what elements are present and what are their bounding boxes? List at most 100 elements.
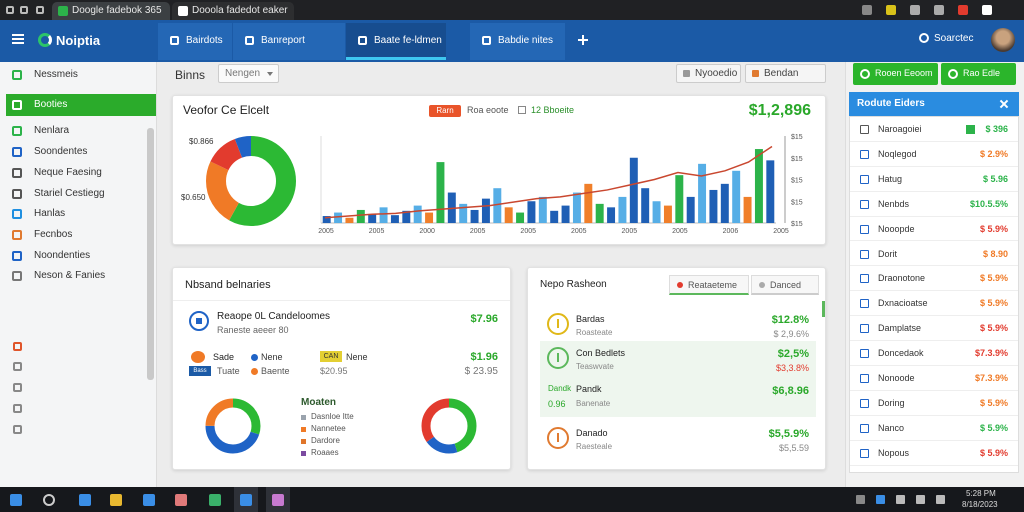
nav-icon (12, 168, 22, 178)
nav-tab[interactable]: Baate fe-ldmen (346, 23, 446, 60)
dropdown[interactable]: Nengen (218, 64, 279, 83)
nav-icon (12, 70, 22, 80)
x-tick-label: 2005 (571, 228, 587, 235)
nav-icon[interactable] (13, 404, 22, 413)
add-tab[interactable] (582, 35, 584, 45)
toolbar-icon[interactable] (958, 5, 968, 15)
donut-segment (205, 398, 261, 454)
taskbar-icon[interactable] (209, 494, 221, 506)
browser-tab[interactable]: Dooola fadedot eaker (172, 2, 294, 20)
taskbar-icon[interactable] (79, 494, 91, 506)
row-tag: Dandk (548, 384, 572, 393)
button[interactable]: Rooen Eeoom (853, 63, 938, 85)
taskbar-icon[interactable] (43, 494, 55, 506)
nav-item[interactable]: Neque Faesing (0, 162, 146, 184)
row-value: $ 5.9% (979, 223, 1008, 234)
nav-item[interactable]: Hanlas (0, 203, 146, 225)
nav-icon[interactable] (36, 6, 44, 14)
tray-icon[interactable] (916, 495, 925, 504)
button[interactable]: Reataeteme (669, 275, 749, 295)
donut-segment (421, 398, 477, 454)
tray-icon[interactable] (936, 495, 945, 504)
list-row[interactable]: Damplatse $ 5.9% (850, 316, 1018, 342)
search-icon[interactable] (919, 33, 929, 43)
list-row[interactable]: Doncedaok $7.3.9% (850, 341, 1018, 366)
toolbar-icon[interactable] (886, 5, 896, 15)
x-tick-label: 2005 (773, 228, 789, 235)
avatar[interactable] (991, 28, 1015, 52)
list-row[interactable]: Nenbds $10.5.5% (850, 192, 1018, 217)
taskbar-icon[interactable] (110, 494, 122, 506)
list-row[interactable]: Dxnacioatse $ 5.9% (850, 291, 1018, 317)
nav-item[interactable]: Noondenties (0, 245, 146, 267)
nav-item[interactable]: Nenlara (0, 120, 146, 142)
list-row[interactable]: Hatug $ 5.96 (850, 167, 1018, 192)
nav-item[interactable]: Soondentes (0, 141, 146, 163)
panel-title: Rodute Eiders (857, 98, 925, 109)
bar (607, 207, 616, 223)
row-value: $12.8% (771, 314, 809, 326)
nav-tab[interactable]: Bairdots (158, 23, 232, 60)
bar (425, 212, 434, 223)
nav-item[interactable]: Booties (6, 94, 156, 116)
button[interactable]: Nyooedio (676, 64, 741, 83)
taskbar-icon[interactable] (240, 494, 252, 506)
side-panel: Rooen Eeoom Rao Edle Rodute Eiders Naroagoi… (845, 62, 1024, 487)
legend-icon (518, 106, 526, 114)
list-row[interactable]: Nooopde $ 5.9% (850, 217, 1018, 242)
taskbar-icon[interactable] (10, 494, 22, 506)
taskbar-icon[interactable] (143, 494, 155, 506)
legend-label: Dardore (311, 436, 340, 445)
nav-icon[interactable] (13, 425, 22, 434)
taskbar-icon[interactable] (175, 494, 187, 506)
toolbar-icon[interactable] (934, 5, 944, 15)
row-icon (860, 274, 869, 284)
list-row[interactable]: Nonoode $7.3.9% (850, 366, 1018, 391)
toolbar-icon[interactable] (862, 5, 872, 15)
nav-item[interactable]: Fecnbos (0, 224, 146, 246)
menu-button[interactable] (12, 34, 24, 36)
y-tick-label: $15 (791, 178, 803, 185)
search-label[interactable]: Soarctec (934, 33, 974, 44)
tray-icon[interactable] (896, 495, 905, 504)
nav-item[interactable]: Nessmeis (0, 64, 146, 86)
bar (698, 163, 707, 223)
nav-icon[interactable] (13, 362, 22, 371)
list-row[interactable]: Draonotone $ 5.9% (850, 266, 1018, 292)
bar (538, 196, 547, 223)
list-row[interactable]: Doring $ 5.9% (850, 391, 1018, 416)
nav-icon[interactable] (13, 383, 22, 392)
row-value: $ 5.9% (979, 298, 1008, 309)
row-name: Bardas (576, 314, 605, 324)
nav-tab[interactable]: Babdie nites (470, 23, 565, 60)
row-sub: Banenate (576, 399, 611, 408)
list-row[interactable]: Nopous $ 5.9% (850, 441, 1018, 466)
nav-item[interactable]: Stariel Cestiegg (0, 183, 146, 205)
donut-segment (205, 398, 261, 454)
scrollbar (822, 301, 825, 317)
button-icon (683, 70, 690, 77)
tray-icon[interactable] (876, 495, 885, 504)
taskbar-icon[interactable] (272, 494, 284, 506)
toolbar-icon[interactable] (910, 5, 920, 15)
list-row[interactable]: Nanco $ 5.9% (850, 416, 1018, 441)
list-row[interactable]: Dorit $ 8.90 (850, 242, 1018, 267)
nav-icon[interactable] (20, 6, 28, 14)
list-row[interactable]: Noqlegod $ 2.9% (850, 142, 1018, 167)
donut-segment (206, 136, 296, 226)
button[interactable]: Bendan (745, 64, 826, 83)
nav-icon[interactable] (6, 6, 14, 14)
nav-item[interactable]: Neson & Fanies (0, 265, 146, 287)
list-row[interactable]: Naroagoiei $ 396 (850, 117, 1018, 142)
button[interactable]: Danced (751, 275, 819, 295)
nav-tab[interactable]: Banreport (233, 23, 345, 60)
row-tag: 0.96 (548, 399, 566, 409)
tray-icon[interactable] (856, 495, 865, 504)
browser-tab[interactable]: Doogle fadebok 365 (52, 2, 170, 20)
toolbar-icon[interactable] (982, 5, 992, 15)
app-header: Noiptia Bairdots Banreport Baate fe-ldmen Ba… (0, 20, 1024, 62)
x-tick-label: 2005 (622, 228, 638, 235)
tab-title: Doogle fadebok 365 (72, 5, 162, 16)
nav-icon[interactable] (13, 342, 22, 351)
button[interactable]: Rao Edle (941, 63, 1016, 85)
